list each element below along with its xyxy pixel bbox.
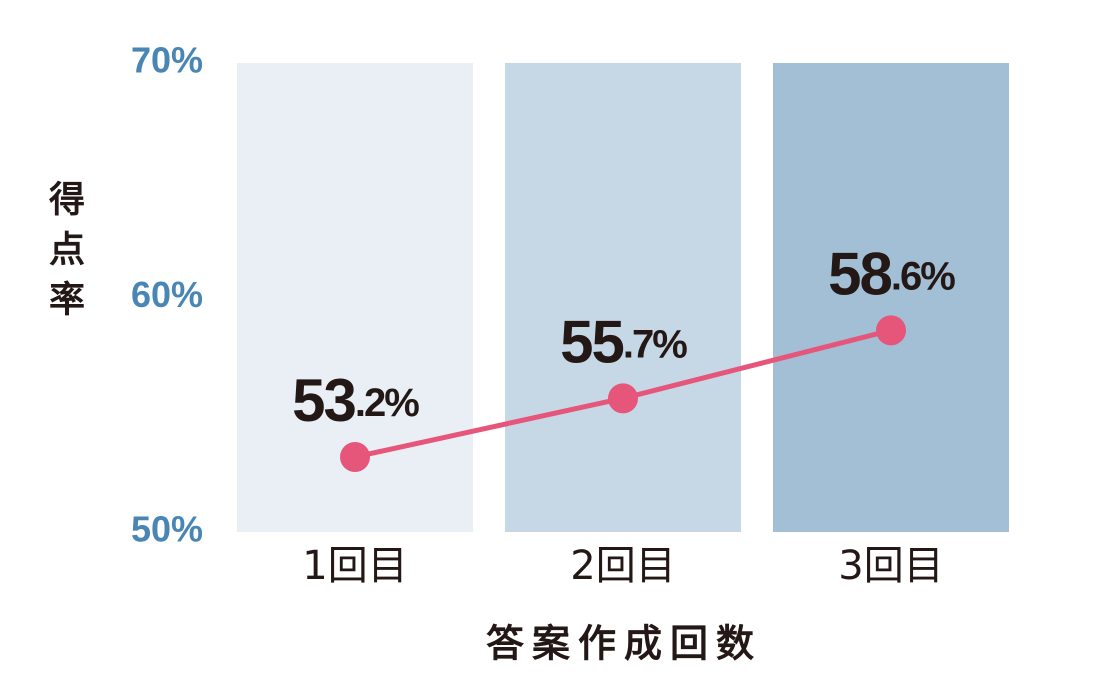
point	[608, 383, 638, 414]
y-tick-label: 70%	[131, 40, 203, 81]
y-tick-label: 50%	[131, 509, 203, 550]
x-tick-label: 1回目	[302, 543, 407, 589]
value-label: 53.2%	[292, 367, 419, 434]
y-tick-label: 60%	[131, 274, 203, 315]
point	[876, 315, 906, 346]
value-label-main: 53	[292, 367, 355, 434]
value-label-main: 58	[828, 240, 891, 307]
x-tick-label: 3回目	[838, 543, 943, 589]
category-band	[505, 63, 741, 532]
point	[340, 441, 370, 472]
value-label-fraction: .2%	[355, 381, 419, 425]
x-axis-title: 答案作成回数	[486, 622, 762, 666]
y-axis-title: 得点率	[43, 180, 85, 330]
x-tick-label: 2回目	[570, 543, 675, 589]
value-label: 55.7%	[560, 308, 687, 375]
value-label-fraction: .6%	[891, 254, 955, 298]
value-label-fraction: .7%	[623, 322, 687, 366]
value-label: 58.6%	[828, 240, 955, 307]
category-band	[773, 63, 1009, 532]
value-label-main: 55	[560, 308, 623, 375]
